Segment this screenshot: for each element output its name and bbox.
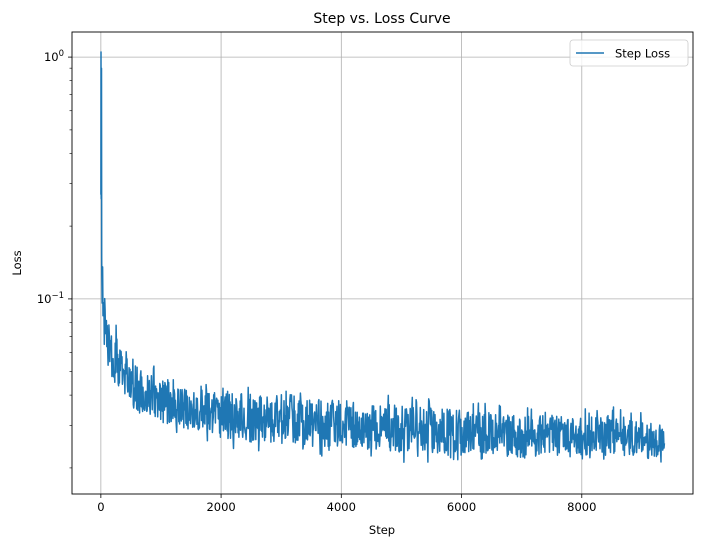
x-tick-label: 0 xyxy=(97,500,104,514)
x-tick-label: 8000 xyxy=(567,500,596,514)
axes-frame xyxy=(71,31,694,495)
series-step-loss xyxy=(100,51,666,463)
x-tick-label: 4000 xyxy=(327,500,356,514)
chart-title: Step vs. Loss Curve xyxy=(313,11,450,27)
legend-label: Step Loss xyxy=(615,47,670,61)
x-tick-label: 2000 xyxy=(206,500,235,514)
y-axis-label: Loss xyxy=(10,250,24,275)
y-tick-label: 100 xyxy=(44,49,64,64)
x-axis-ticks: 0 2000 4000 6000 8000 xyxy=(97,494,596,514)
x-axis-label: Step xyxy=(369,523,395,537)
step-loss-line xyxy=(100,51,666,463)
legend-box xyxy=(569,39,689,67)
x-tick-label: 6000 xyxy=(447,500,476,514)
y-axis-ticks: 100 10−1 xyxy=(37,49,72,469)
y-tick-label: 10−1 xyxy=(37,291,64,306)
legend: Step Loss xyxy=(569,39,689,67)
